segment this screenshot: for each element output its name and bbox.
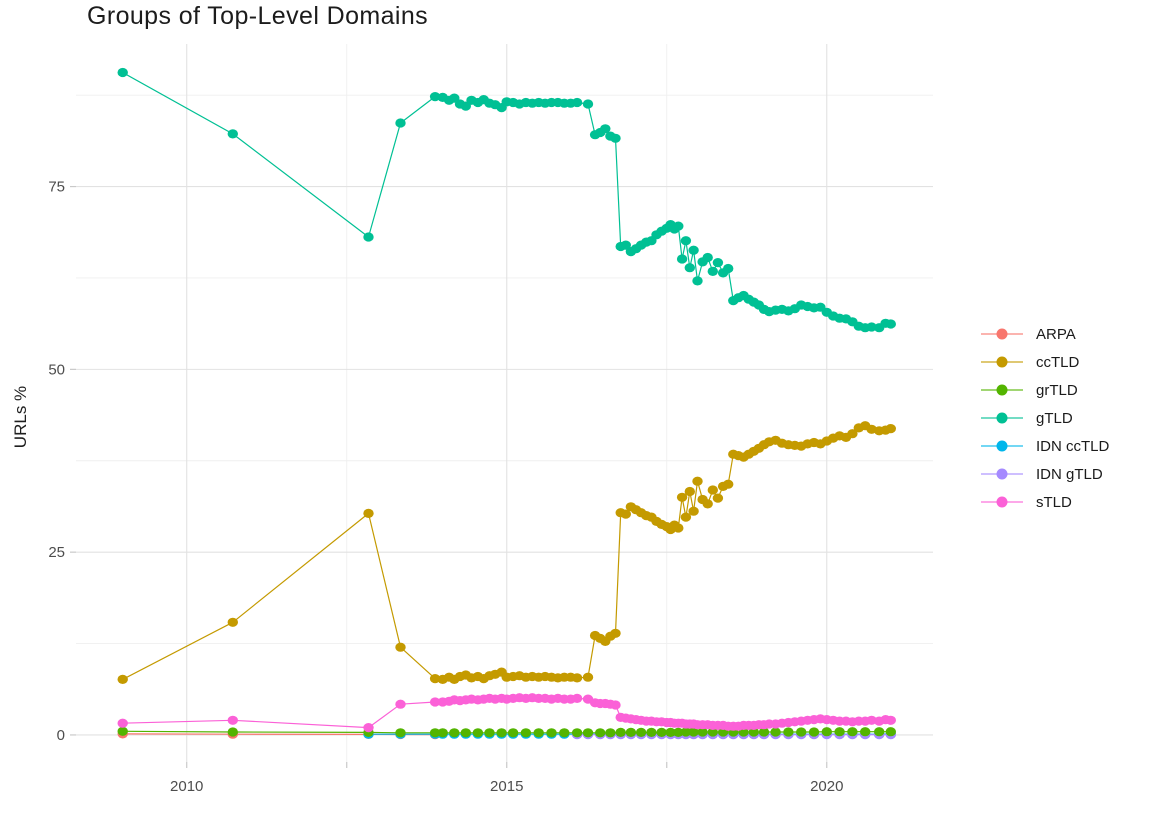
y-tick-label: 75 [48, 179, 65, 196]
y-tick-label: 50 [48, 361, 65, 378]
legend-label-idn-gtld: IDN gTLD [1036, 465, 1103, 483]
x-tick-label: 2010 [170, 778, 203, 795]
series-points-cctld [117, 421, 896, 685]
legend-key-idn-gtld-icon [981, 467, 1023, 481]
legend-key-arpa-icon [981, 327, 1023, 341]
y-axis-title: URLs % [11, 385, 30, 449]
grid-major [76, 44, 933, 762]
y-axis-tick-labels: 0 25 50 75 [48, 179, 65, 744]
legend-key-cctld-icon [981, 355, 1023, 369]
series-cctld [117, 421, 896, 685]
axis-ticks [70, 185, 828, 768]
legend-item-grtld: grTLD [981, 376, 1109, 404]
legend-label-cctld: ccTLD [1036, 353, 1080, 371]
legend-item-cctld: ccTLD [981, 348, 1109, 376]
series-points-stld [117, 693, 896, 733]
x-axis-tick-labels: 2010 2015 2020 [170, 778, 843, 795]
legend: ARPA ccTLD grTLD gTLD IDN ccTLD IDN gTLD sTLD [981, 320, 1109, 516]
legend-key-gtld-icon [981, 411, 1023, 425]
legend-label-arpa: ARPA [1036, 325, 1076, 343]
legend-key-grtld-icon [981, 383, 1023, 397]
legend-item-arpa: ARPA [981, 320, 1109, 348]
x-tick-label: 2020 [810, 778, 843, 795]
legend-item-idn-cctld: IDN ccTLD [981, 432, 1109, 460]
legend-key-stld-icon [981, 495, 1023, 509]
series-stld [117, 693, 896, 733]
chart-title: Groups of Top-Level Domains [87, 2, 429, 30]
series-points-gtld [117, 67, 896, 333]
y-tick-label: 0 [57, 727, 65, 744]
legend-item-idn-gtld: IDN gTLD [981, 460, 1109, 488]
legend-label-gtld: gTLD [1036, 409, 1073, 427]
legend-key-idn-cctld-icon [981, 439, 1023, 453]
y-tick-label: 25 [48, 544, 65, 561]
grid-minor [76, 44, 933, 762]
legend-label-stld: sTLD [1036, 493, 1072, 511]
x-tick-label: 2015 [490, 778, 523, 795]
legend-item-gtld: gTLD [981, 404, 1109, 432]
legend-label-idn-cctld: IDN ccTLD [1036, 437, 1110, 455]
legend-item-stld: sTLD [981, 488, 1109, 516]
series-gtld [117, 67, 896, 333]
legend-label-grtld: grTLD [1036, 381, 1078, 399]
